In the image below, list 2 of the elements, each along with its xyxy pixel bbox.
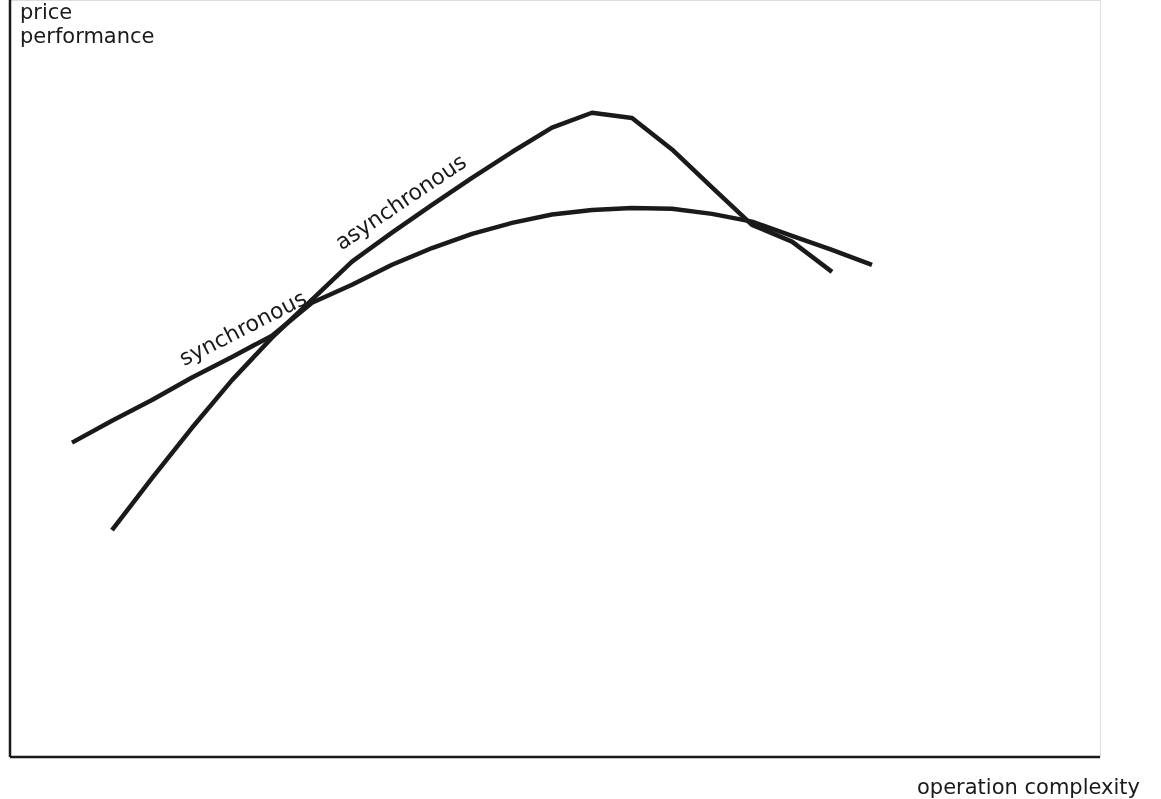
y-axis-title: price performance — [20, 0, 155, 48]
x-axis-title: operation complexity — [917, 775, 1140, 799]
